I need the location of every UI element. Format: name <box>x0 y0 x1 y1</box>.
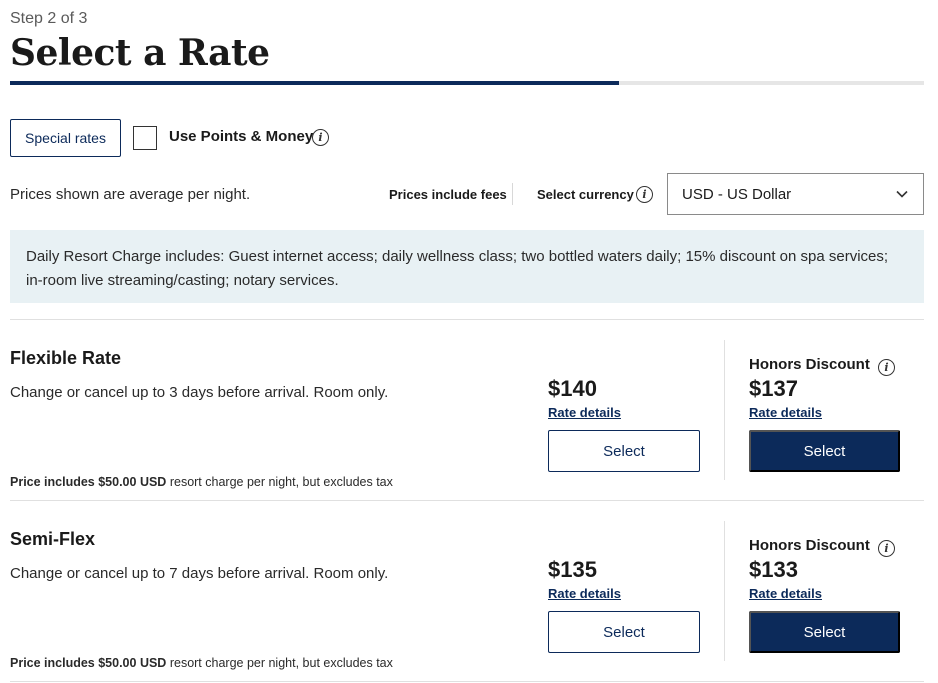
rate-name: Flexible Rate <box>10 348 122 368</box>
rate-description: Change or cancel up to 3 days before arr… <box>10 384 389 401</box>
honors-price: $133 <box>749 557 798 582</box>
honors-info-icon[interactable]: i <box>878 359 896 376</box>
average-price-note: Prices shown are average per night. <box>10 186 251 203</box>
step-indicator: Step 2 of 3 <box>10 10 88 27</box>
divider <box>512 183 513 205</box>
points-info-icon[interactable]: i <box>312 129 329 146</box>
rate-tax-note: Price includes $50.00 USD resort charge … <box>10 475 393 489</box>
divider <box>10 681 924 682</box>
rate-tax-note: Price includes $50.00 USD resort charge … <box>10 656 393 670</box>
points-money-label: Use Points & Money <box>169 128 314 145</box>
currency-value: USD - US Dollar <box>682 185 792 203</box>
chevron-down-icon <box>896 190 908 198</box>
honors-discount-label: Honors Discount i <box>749 356 896 376</box>
fees-note: Prices include fees <box>389 187 507 202</box>
select-honors-button[interactable]: Select <box>749 611 900 653</box>
honors-discount-label: Honors Discount i <box>749 537 896 557</box>
special-rates-button[interactable]: Special rates <box>10 119 121 157</box>
rate-details-link[interactable]: Rate details <box>548 586 621 601</box>
honors-price: $137 <box>749 376 798 401</box>
select-honors-button[interactable]: Select <box>749 430 900 472</box>
note-rest: resort charge per night, but excludes ta… <box>169 656 393 670</box>
rate-price: $135 <box>548 557 597 582</box>
currency-label: Select currency <box>537 187 634 202</box>
note-rest: resort charge per night, but excludes ta… <box>169 475 393 489</box>
column-divider <box>724 340 725 480</box>
honors-info-icon[interactable]: i <box>878 540 896 557</box>
resort-charge-banner: Daily Resort Charge includes: Guest inte… <box>10 230 924 303</box>
honors-rate-details-link[interactable]: Rate details <box>749 405 822 420</box>
honors-label-text: Honors Discount <box>749 356 870 373</box>
currency-select[interactable]: USD - US Dollar <box>667 173 924 215</box>
select-rate-button[interactable]: Select <box>548 430 700 472</box>
page-title: Select a Rate <box>10 32 270 74</box>
honors-label-text: Honors Discount <box>749 537 870 554</box>
divider <box>10 319 924 320</box>
select-rate-button[interactable]: Select <box>548 611 700 653</box>
progress-bar <box>10 81 924 85</box>
rate-name: Semi-Flex <box>10 529 96 549</box>
note-bold: Price includes $50.00 USD <box>10 475 167 489</box>
column-divider <box>724 521 725 661</box>
rate-price: $140 <box>548 376 597 401</box>
rate-description: Change or cancel up to 7 days before arr… <box>10 565 389 582</box>
note-bold: Price includes $50.00 USD <box>10 656 167 670</box>
rate-details-link[interactable]: Rate details <box>548 405 621 420</box>
currency-info-icon[interactable]: i <box>636 186 653 203</box>
points-money-checkbox[interactable] <box>133 126 157 150</box>
divider <box>10 500 924 501</box>
progress-fill <box>10 81 620 85</box>
honors-rate-details-link[interactable]: Rate details <box>749 586 822 601</box>
